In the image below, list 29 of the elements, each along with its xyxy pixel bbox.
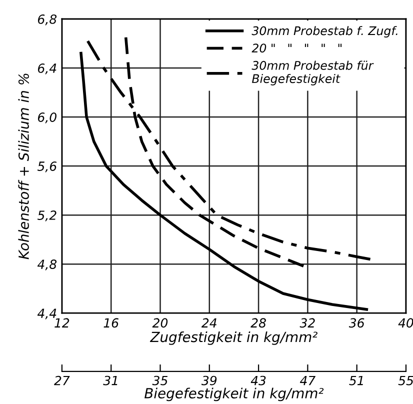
y-tick-label: 5,6 <box>37 162 57 172</box>
x-tick-label: 20 <box>152 318 168 328</box>
x-axis-title: Zugfestigkeit in kg/mm² <box>150 331 318 345</box>
y-tick-label: 6,4 <box>38 63 56 74</box>
x2-tick-label: 55 <box>398 376 413 386</box>
y-tick-label: 6,8 <box>38 14 57 26</box>
x2-tick-label: 43 <box>250 376 266 386</box>
x2-tick-label: 51 <box>349 376 363 386</box>
x2-tick-label: 27 <box>54 376 70 386</box>
y-tick-label: 6,0 <box>38 112 56 124</box>
x-tick-label: 16 <box>104 318 118 328</box>
y-tick-label: 4,4 <box>37 308 56 320</box>
y-tick-label: 4,8 <box>37 260 57 270</box>
x-tick-label: 36 <box>348 318 364 328</box>
x2-axis-title: Biegefestigkeit in kg/mm² <box>144 388 324 402</box>
x-tick-label: 24 <box>201 318 216 328</box>
x2-tick-label: 47 <box>300 376 316 386</box>
x-tick-label: 28 <box>250 318 266 328</box>
y-tick-label: 5,2 <box>37 210 56 222</box>
x-tick-label: 40 <box>398 318 413 328</box>
legend-label: 30mm Probestab für Biegefestigkeit <box>252 60 374 86</box>
x-tick-label: 32 <box>300 318 315 328</box>
x2-tick-label: 31 <box>103 376 118 386</box>
legend-label: 20 " " " " " <box>252 44 342 53</box>
x-tick-label: 12 <box>54 318 70 328</box>
legend-label: 30mm Probestab f. Zugf. <box>252 26 398 38</box>
x2-tick-label: 35 <box>152 376 168 386</box>
x2-tick-label: 39 <box>201 376 217 386</box>
y-axis-title: Kohlenstoff + Silizium in % <box>18 74 29 260</box>
